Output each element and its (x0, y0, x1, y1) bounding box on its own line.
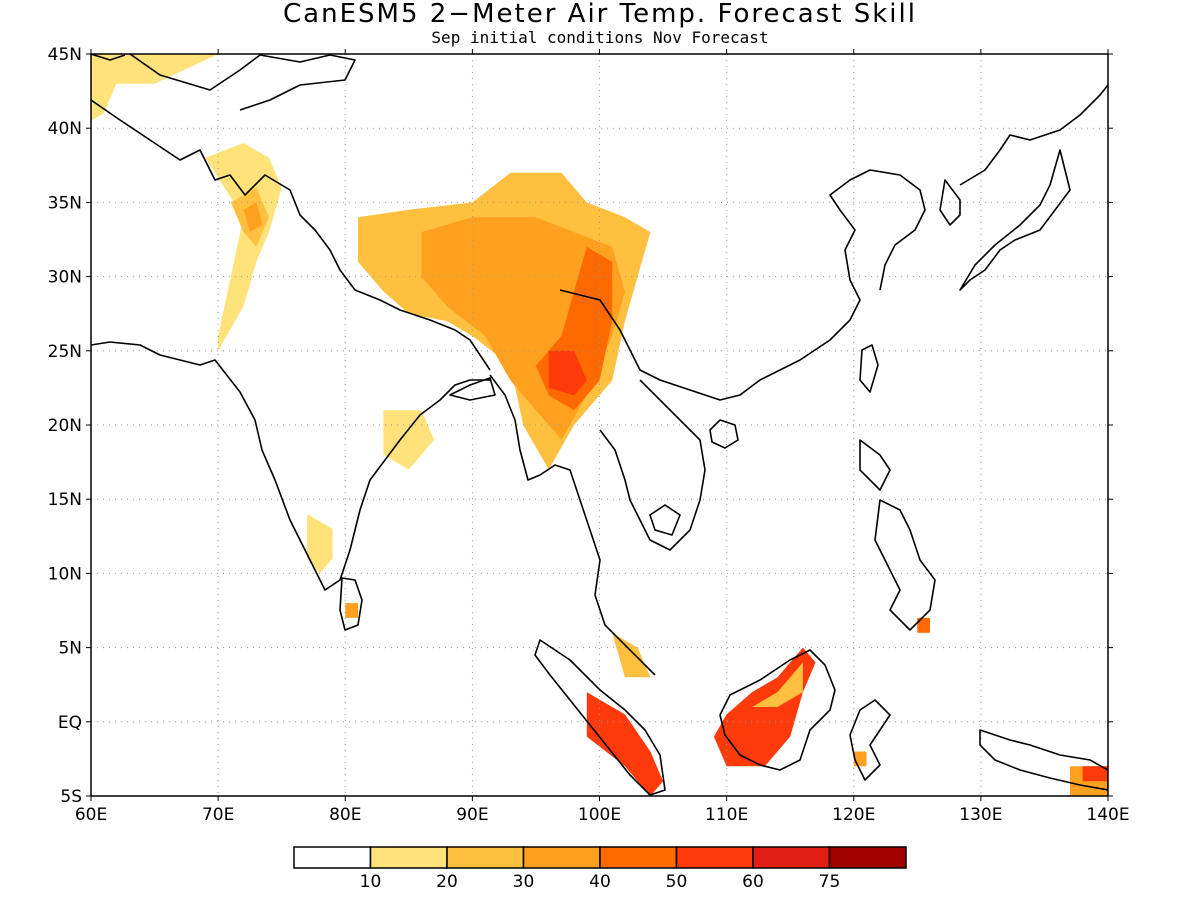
lat-label: 10N (48, 564, 82, 584)
chart-title: CanESM5 2−Meter Air Temp. Forecast Skill (283, 0, 917, 29)
colorbar-label: 20 (436, 872, 458, 892)
lon-label: 140E (1086, 805, 1129, 825)
coastlines (91, 54, 1108, 796)
colorbar-swatch (675, 846, 754, 869)
lat-label: 45N (48, 45, 82, 65)
lon-label: 130E (959, 805, 1002, 825)
chart-subtitle: Sep initial conditions Nov Forecast (431, 28, 769, 47)
colorbar-label: 10 (360, 872, 382, 892)
skill-region-borneo-yellow (752, 662, 803, 707)
skill-region-afghanistan-pakistan (205, 143, 282, 351)
colorbar-swatch (599, 846, 678, 869)
skill-fills (91, 54, 1108, 796)
colorbar-swatch (446, 846, 525, 869)
gridlines (91, 54, 1108, 796)
colorbar-swatch (369, 846, 448, 869)
colorbar-label: 50 (666, 872, 688, 892)
skill-region-sumatra (586, 692, 664, 796)
lon-label: 80E (329, 805, 361, 825)
skill-region-new-guinea-red (1082, 766, 1108, 782)
longitude-labels: 60E 70E 80E 90E 100E 110E 120E 130E 140E (75, 805, 1130, 825)
lon-label: 90E (456, 805, 488, 825)
colorbar-swatch (522, 846, 601, 869)
lon-label: 120E (832, 805, 875, 825)
skill-region-india-south (307, 514, 333, 574)
lat-label: 40N (48, 119, 82, 139)
lat-label: EQ (58, 713, 82, 733)
colorbar-label: 60 (742, 872, 764, 892)
colorbar-swatch (293, 846, 372, 869)
colorbar-swatch (752, 846, 831, 869)
lon-label: 100E (578, 805, 621, 825)
skill-region-sulawesi (853, 751, 867, 767)
lat-label: 5N (58, 639, 82, 659)
skill-region-yunnan-burma-red (548, 350, 587, 396)
lat-label: 25N (48, 342, 82, 362)
skill-region-central-asia-north (91, 54, 219, 121)
lon-label: 70E (202, 805, 234, 825)
lat-label: 30N (48, 268, 82, 288)
lon-label: 60E (75, 805, 107, 825)
lat-label: 20N (48, 416, 82, 436)
latitude-labels: 45N 40N 35N 30N 25N 20N 15N 10N 5N EQ 5S (48, 45, 82, 807)
axis-ticks (86, 49, 1113, 801)
lon-label: 110E (705, 805, 748, 825)
colorbar-label: 40 (589, 872, 611, 892)
lat-label: 15N (48, 490, 82, 510)
lat-label: 35N (48, 193, 82, 213)
skill-region-malay-peninsula (612, 632, 651, 678)
skill-region-mindanao (917, 617, 930, 633)
skill-region-pakistan-center (243, 202, 263, 233)
colorbar: 10 20 30 40 50 60 75 (293, 846, 907, 892)
lat-label: 5S (60, 787, 82, 807)
colorbar-label: 75 (819, 872, 841, 892)
colorbar-label: 30 (513, 872, 535, 892)
skill-region-india-east (383, 410, 435, 470)
skill-region-sri-lanka (345, 603, 358, 618)
colorbar-swatch (828, 846, 907, 869)
